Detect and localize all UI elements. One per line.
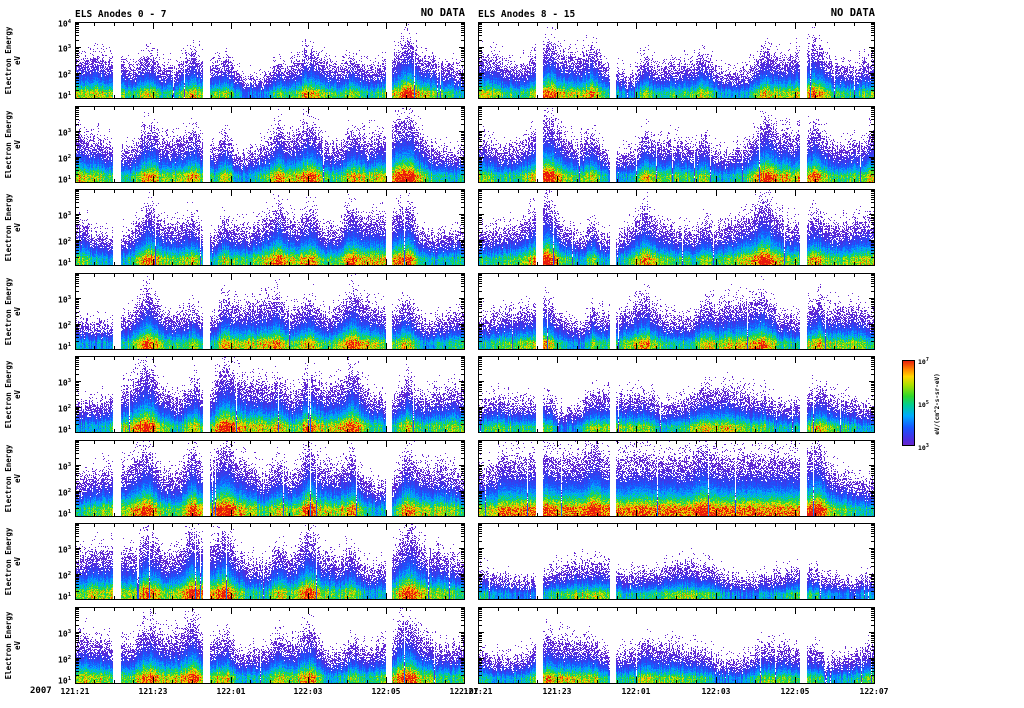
y-axis-tick-label: 102 (58, 321, 71, 331)
y-axis-tick-label: 101 (58, 425, 71, 435)
spectrogram-panel-left-3 (75, 273, 465, 350)
y-axis-tick-label: 103 (58, 462, 71, 472)
y-axis-tick-label: 103 (58, 629, 71, 639)
y-axis-tick-label: 101 (58, 676, 71, 686)
x-axis-tick-label-left: 122:03 (293, 687, 323, 696)
x-axis-tick-label-left: 122:01 (216, 687, 246, 696)
left-column-title: ELS Anodes 0 - 7 (75, 9, 167, 20)
colorbar-unit-label: eV/(cm^2-s-sr-eV) (934, 373, 941, 435)
x-axis-tick-label-right: 122:05 (780, 687, 810, 696)
spectrogram-panel-right-6 (478, 523, 875, 600)
x-axis-tick-label-left: 122:05 (371, 687, 401, 696)
y-axis-tick-label: 103 (58, 44, 71, 54)
y-axis-tick-label: 102 (58, 70, 71, 80)
left-column-no-data-label: NO DATA (420, 7, 465, 19)
y-axis-tick-label: 104 (58, 19, 71, 29)
spectrogram-panel-left-7 (75, 607, 465, 684)
x-axis-tick-label-left: 121:23 (138, 687, 168, 696)
spectrogram-panel-right-7 (478, 607, 875, 684)
y-axis-tick-label: 102 (58, 154, 71, 164)
y-axis-tick-label: 103 (58, 211, 71, 221)
colorbar-tick-label: 107 (918, 357, 929, 367)
spectrogram-panel-left-0 (75, 22, 465, 99)
colorbar-tick-label: 105 (918, 400, 929, 410)
x-axis-year-label: 2007 (30, 686, 52, 696)
spectrogram-panel-right-1 (478, 106, 875, 183)
right-column-title: ELS Anodes 8 - 15 (478, 9, 576, 20)
spectrogram-panel-right-2 (478, 189, 875, 266)
spectrogram-panel-left-1 (75, 106, 465, 183)
x-axis-tick-label-right: 122:07 (859, 687, 889, 696)
y-axis-tick-label: 102 (58, 655, 71, 665)
spectrogram-panel-right-0 (478, 22, 875, 99)
spectrogram-panel-left-4 (75, 356, 465, 433)
y-axis-tick-label: 102 (58, 488, 71, 498)
y-axis-tick-label: 103 (58, 128, 71, 138)
right-column-no-data-label: NO DATA (830, 7, 875, 19)
x-axis-tick-label-left: 122:07 (449, 687, 479, 696)
x-axis-tick-label-right: 121:23 (542, 687, 572, 696)
spectrogram-panel-left-6 (75, 523, 465, 600)
y-axis-tick-label: 101 (58, 509, 71, 519)
colorbar-tick-label: 103 (918, 443, 929, 453)
y-axis-tick-label: 101 (58, 91, 71, 101)
y-axis-tick-label: 101 (58, 175, 71, 185)
y-axis-tick-label: 103 (58, 545, 71, 555)
x-axis-tick-label-left: 121:21 (60, 687, 90, 696)
y-axis-tick-label: 103 (58, 378, 71, 388)
y-axis-tick-label: 102 (58, 237, 71, 247)
spectrogram-panel-right-4 (478, 356, 875, 433)
spectrogram-panel-right-3 (478, 273, 875, 350)
x-axis-tick-label-right: 122:01 (621, 687, 651, 696)
colorbar (902, 360, 915, 446)
y-axis-tick-label: 102 (58, 571, 71, 581)
y-axis-tick-label: 103 (58, 295, 71, 305)
y-axis-tick-label: 102 (58, 404, 71, 414)
spectrogram-panel-right-5 (478, 440, 875, 517)
y-axis-tick-label: 101 (58, 342, 71, 352)
y-axis-tick-label: 101 (58, 592, 71, 602)
x-axis-tick-label-right: 122:03 (701, 687, 731, 696)
y-axis-tick-label: 101 (58, 258, 71, 268)
spectrogram-panel-left-2 (75, 189, 465, 266)
spectrogram-panel-left-5 (75, 440, 465, 517)
x-axis-tick-label-right: 121:21 (463, 687, 493, 696)
